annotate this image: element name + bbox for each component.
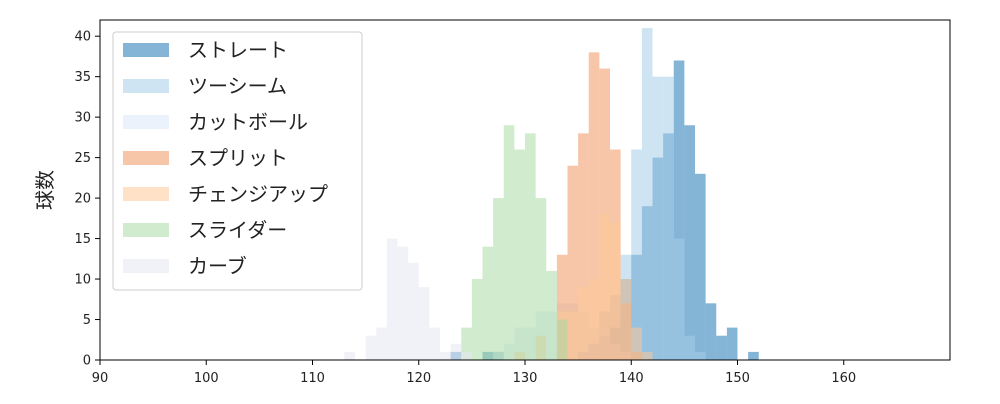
bar-3-2 bbox=[578, 133, 589, 360]
legend-swatch-2 bbox=[123, 115, 169, 129]
bar-3-0 bbox=[556, 254, 568, 360]
bar-1-7 bbox=[652, 76, 664, 361]
bar-5-9 bbox=[556, 319, 568, 360]
legend-swatch-5 bbox=[123, 223, 169, 237]
bar-4-4 bbox=[578, 287, 589, 360]
legend-label-1: ツーシーム bbox=[188, 74, 287, 98]
bar-6-2 bbox=[376, 327, 387, 360]
bar-6-7 bbox=[429, 327, 440, 360]
legend-label-4: チェンジアップ bbox=[188, 182, 328, 206]
bar-5-0 bbox=[461, 327, 472, 360]
x-tick-label-6: 150 bbox=[725, 371, 750, 386]
bar-6-8 bbox=[440, 351, 451, 360]
x-tick-label-1: 100 bbox=[194, 371, 219, 386]
legend-label-0: ストレート bbox=[188, 38, 288, 62]
axes: 90 100 110 120 130 140 150 160 0 5 10 15 20 25 30 35 40 球… bbox=[33, 19, 951, 386]
y-tick-label-7: 35 bbox=[74, 70, 91, 85]
bar-0-19 bbox=[748, 351, 759, 360]
legend-swatch-1 bbox=[123, 79, 169, 93]
legend-swatch-3 bbox=[123, 151, 169, 165]
x-tick-label-4: 130 bbox=[513, 371, 538, 386]
y-tick-label-4: 20 bbox=[74, 192, 91, 207]
y-tick-label-3: 15 bbox=[74, 232, 91, 247]
legend-label-5: スライダー bbox=[188, 218, 287, 242]
legend-box bbox=[112, 31, 363, 291]
bar-6-9 bbox=[450, 343, 462, 360]
bar-5-2 bbox=[482, 246, 494, 360]
bar-0-16 bbox=[716, 335, 727, 360]
bar-4-3 bbox=[567, 311, 579, 360]
x-tick-label-5: 140 bbox=[619, 371, 644, 386]
bar-4-5 bbox=[588, 279, 600, 360]
bar-1-8 bbox=[663, 76, 674, 361]
bar-0-15 bbox=[705, 303, 717, 360]
bar-5-4 bbox=[503, 125, 515, 360]
legend-swatch-4 bbox=[123, 187, 169, 201]
bar-1-6 bbox=[641, 28, 653, 360]
bar-5-1 bbox=[471, 279, 483, 360]
x-tick-label-0: 90 bbox=[92, 371, 109, 386]
legend-label-2: カットボール bbox=[188, 110, 308, 134]
bar-5-6 bbox=[525, 133, 536, 360]
bar-4-7 bbox=[610, 222, 621, 360]
bar-6-5 bbox=[408, 262, 419, 360]
bar-6-4 bbox=[397, 246, 409, 360]
bar-4-8 bbox=[620, 279, 632, 360]
legend-swatch-0 bbox=[123, 43, 169, 57]
legend-swatch-6 bbox=[123, 259, 169, 273]
x-tick-label-2: 110 bbox=[300, 371, 325, 386]
bar-4-6 bbox=[599, 214, 610, 360]
bar-6-1 bbox=[365, 335, 377, 360]
y-tick-label-8: 40 bbox=[74, 30, 91, 45]
bar-6-6 bbox=[418, 287, 430, 360]
bar-0-13 bbox=[684, 125, 695, 360]
bar-1-9 bbox=[673, 238, 685, 360]
bar-1-11 bbox=[695, 351, 706, 360]
bar-1-5 bbox=[631, 149, 642, 360]
bar-5-5 bbox=[514, 149, 525, 360]
bar-0-12 bbox=[673, 60, 685, 360]
x-tick-label-3: 120 bbox=[406, 371, 431, 386]
bar-3-1 bbox=[567, 165, 579, 360]
y-tick-label-0: 0 bbox=[83, 354, 91, 369]
histogram-bars bbox=[344, 28, 759, 361]
bar-4-10 bbox=[641, 351, 653, 360]
bar-5-8 bbox=[546, 270, 557, 360]
bar-6-10 bbox=[461, 351, 472, 360]
bar-5-3 bbox=[493, 198, 504, 360]
y-tick-label-6: 30 bbox=[74, 111, 91, 126]
legend-label-6: カーブ bbox=[188, 254, 247, 278]
bar-1-10 bbox=[684, 335, 695, 360]
bar-6-3 bbox=[386, 238, 398, 360]
y-tick-label-5: 25 bbox=[74, 151, 91, 166]
bar-0-17 bbox=[726, 327, 738, 360]
y-tick-label-2: 10 bbox=[74, 273, 91, 288]
bar-6-0 bbox=[344, 351, 355, 360]
bar-3-3 bbox=[588, 52, 600, 360]
y-axis-label: 球数 bbox=[33, 170, 57, 210]
bar-0-14 bbox=[695, 173, 706, 360]
x-tick-label-7: 160 bbox=[831, 371, 856, 386]
bar-5-7 bbox=[535, 198, 547, 360]
legend-label-3: スプリット bbox=[188, 146, 288, 170]
bar-4-9 bbox=[631, 327, 642, 360]
y-tick-label-1: 5 bbox=[83, 313, 91, 328]
